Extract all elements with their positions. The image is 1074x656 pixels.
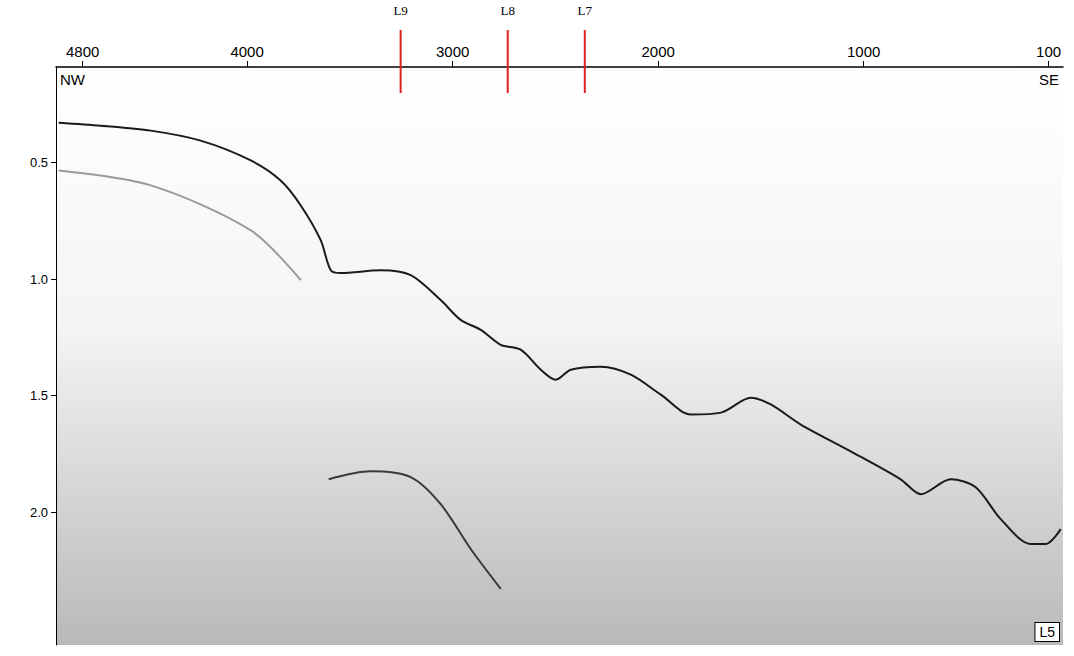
svg-text:100: 100 (1036, 43, 1061, 60)
svg-text:2000: 2000 (641, 43, 674, 60)
svg-text:L5: L5 (1039, 624, 1055, 640)
svg-text:NW: NW (60, 71, 86, 88)
svg-text:2.0: 2.0 (30, 505, 48, 520)
svg-text:L8: L8 (500, 3, 514, 18)
svg-text:1.5: 1.5 (30, 388, 48, 403)
svg-text:L7: L7 (578, 3, 593, 18)
svg-text:0.5: 0.5 (30, 155, 48, 170)
svg-text:1.0: 1.0 (30, 272, 48, 287)
svg-text:4000: 4000 (230, 43, 263, 60)
svg-text:SE: SE (1039, 71, 1059, 88)
svg-text:4800: 4800 (66, 43, 99, 60)
svg-text:3000: 3000 (436, 43, 469, 60)
svg-text:1000: 1000 (847, 43, 880, 60)
svg-text:L9: L9 (393, 3, 407, 18)
